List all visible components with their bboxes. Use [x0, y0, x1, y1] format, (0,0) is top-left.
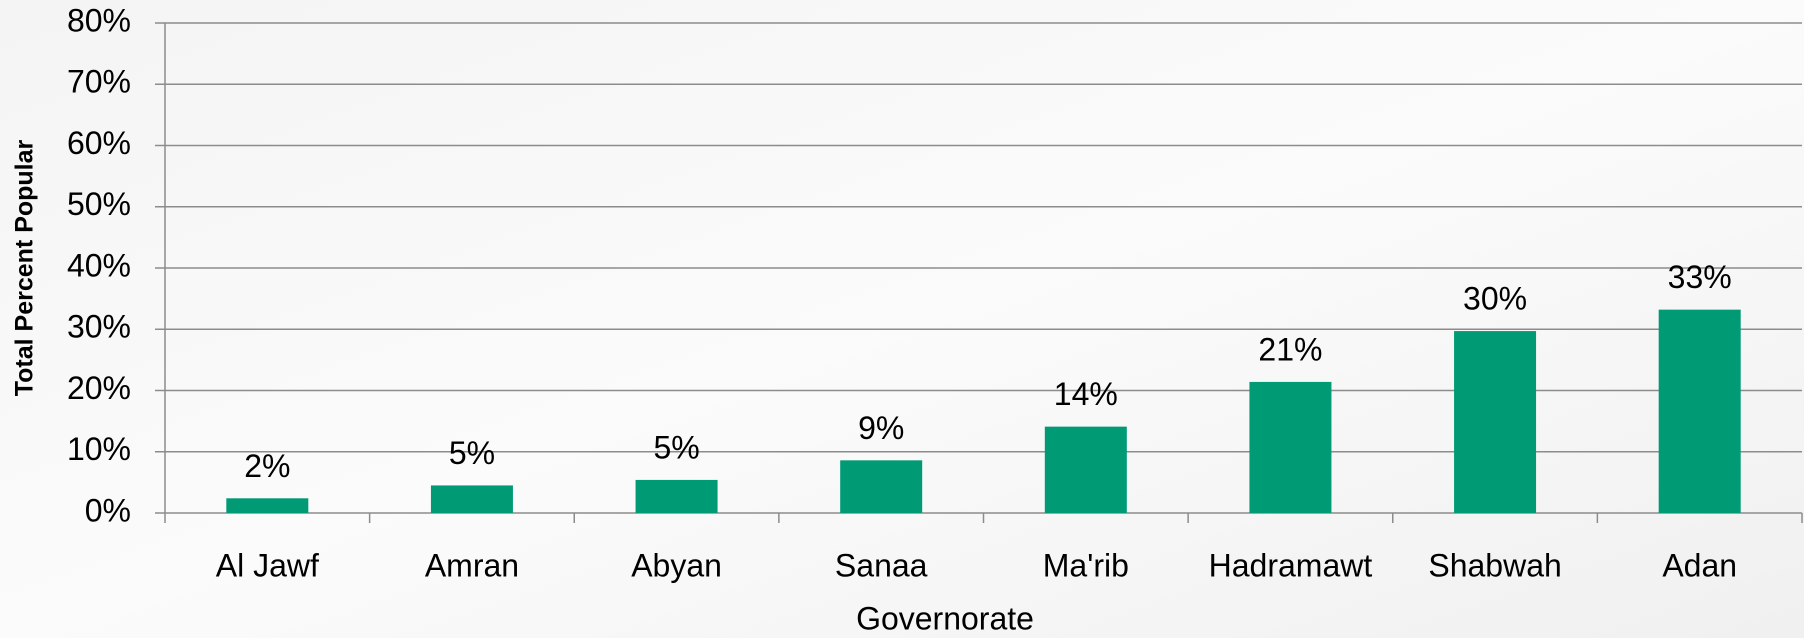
y-tick-label: 0% — [85, 492, 131, 528]
data-label: 14% — [1054, 376, 1118, 412]
data-label: 33% — [1668, 259, 1732, 295]
y-tick-label: 60% — [67, 125, 131, 161]
y-tick-label: 30% — [67, 309, 131, 345]
data-label: 5% — [653, 429, 699, 465]
y-tick-label: 40% — [67, 247, 131, 283]
bar — [430, 485, 513, 513]
bar — [635, 479, 718, 513]
bar — [840, 460, 923, 513]
bar — [226, 498, 309, 513]
y-axis-title: Total Percent Popular — [11, 139, 39, 396]
x-axis-title: Governorate — [856, 600, 1034, 636]
x-tick-label: Shabwah — [1428, 547, 1561, 583]
data-label: 5% — [449, 435, 495, 471]
bar — [1658, 309, 1741, 513]
x-tick-label: Amran — [425, 547, 519, 583]
data-label: 21% — [1258, 331, 1322, 367]
x-tick-label: Ma'rib — [1043, 547, 1129, 583]
bar — [1249, 381, 1332, 513]
y-tick-label: 70% — [67, 64, 131, 100]
data-label: 9% — [858, 410, 904, 446]
data-label: 30% — [1463, 281, 1527, 317]
bar — [1044, 426, 1127, 513]
y-tick-label: 20% — [67, 370, 131, 406]
data-label: 2% — [244, 448, 290, 484]
x-tick-label: Hadramawt — [1209, 547, 1373, 583]
y-tick-label: 80% — [67, 2, 131, 38]
y-tick-label: 50% — [67, 186, 131, 222]
bar — [1454, 331, 1537, 513]
x-tick-label: Abyan — [631, 547, 722, 583]
x-tick-label: Sanaa — [835, 547, 928, 583]
x-tick-label: Adan — [1662, 547, 1737, 583]
x-tick-label: Al Jawf — [216, 547, 319, 583]
y-tick-label: 10% — [67, 431, 131, 467]
